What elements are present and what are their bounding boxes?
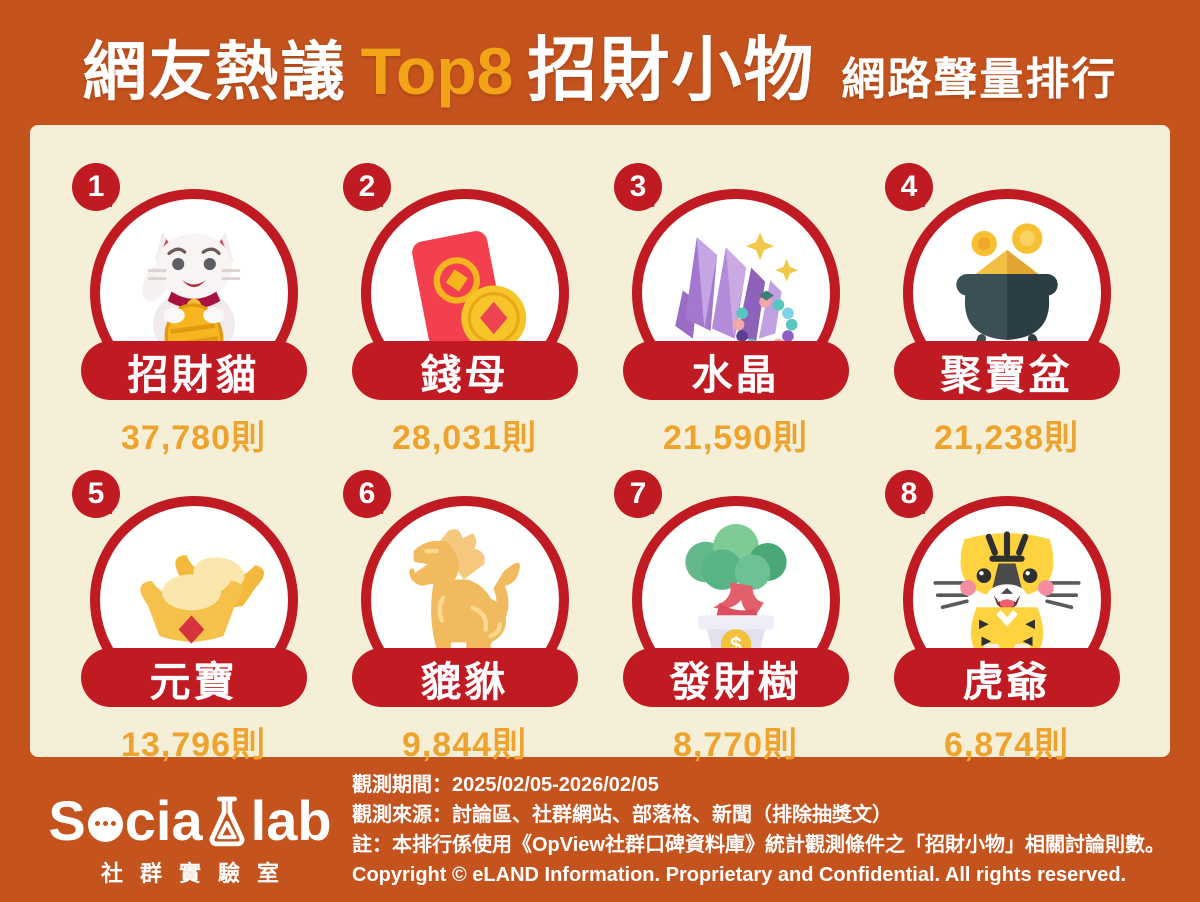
rank-badge: 7 — [614, 470, 662, 518]
rank-number: 2 — [358, 170, 376, 203]
item-label: 元寶 — [149, 658, 238, 705]
rank-item-7: 7 $ 發財樹 8,770則 — [600, 470, 871, 766]
rank-badge: 1 — [72, 163, 120, 211]
speech-bubble-icon — [87, 806, 123, 842]
item-label: 發財樹 — [669, 658, 802, 705]
item-label: 水晶 — [691, 351, 780, 398]
rank-number: 7 — [629, 477, 647, 510]
item-count: 28,031則 — [392, 419, 537, 457]
pixiu-icon — [408, 529, 520, 656]
rank-item-2: 2 錢母 28,031則 — [329, 163, 600, 459]
item-count: 21,238則 — [934, 419, 1079, 457]
title-part3: 招財小物 — [527, 31, 816, 109]
item-label-pill: 貔貅 — [351, 648, 578, 707]
item-count: 37,780則 — [121, 419, 266, 457]
logo-text-lab: lab — [250, 789, 332, 852]
item-label: 聚寶盆 — [940, 351, 1073, 398]
item-label-pill: 元寶 — [80, 648, 307, 707]
rank-badge: 8 — [885, 470, 933, 518]
page-title: 網友熱議 Top8 招財小物 網路聲量排行 — [0, 14, 1200, 114]
title-top8: Top8 — [360, 34, 514, 108]
rank-number: 6 — [358, 477, 376, 510]
rank-item-1: 1 — [58, 163, 329, 459]
item-count: 13,796則 — [121, 726, 266, 764]
item-label-pill: 招財貓 — [80, 341, 307, 400]
crystal-bracelet-icon — [674, 232, 798, 354]
item-label: 招財貓 — [127, 351, 260, 398]
logo-subtitle: 社群實驗室 — [100, 861, 296, 886]
logo-text-s: S — [48, 789, 86, 852]
item-label: 虎爺 — [962, 658, 1051, 705]
item-count: 9,844則 — [401, 726, 528, 764]
item-count: 8,770則 — [672, 726, 799, 764]
rank-number: 8 — [900, 477, 918, 510]
rank-number: 3 — [629, 170, 647, 203]
note-method: 註：本排行係使用《OpView社群口碑資料庫》統計觀測條件之「招財小物」相關討論… — [352, 834, 1165, 856]
note-period: 觀測期間：2025/02/05-2026/02/05 — [352, 774, 659, 796]
item-label-pill: 聚寶盆 — [893, 341, 1120, 400]
footer-notes: 觀測期間：2025/02/05-2026/02/05 觀測來源：討論區、社群網站… — [352, 770, 1192, 890]
item-label: 錢母 — [420, 351, 509, 398]
tiger-icon — [932, 531, 1081, 654]
rank-badge: 5 — [72, 470, 120, 518]
logo-text-cia: cia — [124, 789, 203, 852]
title-part1: 網友熱議 — [82, 36, 347, 108]
flask-icon — [209, 796, 245, 847]
note-sources: 觀測來源：討論區、社群網站、部落格、新聞（排除抽獎文） — [352, 804, 892, 826]
item-count: 21,590則 — [663, 419, 808, 457]
rank-badge: 6 — [343, 470, 391, 518]
rank-item-4: 4 聚寶盆 21,238則 — [871, 163, 1142, 459]
item-label-pill: 發財樹 — [622, 648, 849, 707]
rank-item-8: 8 — [871, 470, 1142, 766]
rank-badge: 4 — [885, 163, 933, 211]
ranking-row-1: 1 — [30, 125, 1170, 459]
treasure-pot-icon — [955, 223, 1058, 355]
ranking-row-2: 5 元寶 13,796則 6 — [30, 470, 1170, 766]
ranking-panel: 1 — [30, 125, 1170, 764]
item-count: 6,874則 — [943, 726, 1070, 764]
rank-item-6: 6 — [329, 470, 600, 766]
item-label-pill: 錢母 — [351, 341, 578, 400]
item-label: 貔貅 — [420, 658, 509, 705]
rank-item-3: 3 — [600, 163, 871, 459]
title-subtitle: 網路聲量排行 — [841, 55, 1118, 104]
rank-number: 4 — [900, 170, 918, 203]
item-label-pill: 虎爺 — [893, 648, 1120, 707]
rank-badge: 3 — [614, 163, 662, 211]
rank-badge: 2 — [343, 163, 391, 211]
item-label-pill: 水晶 — [622, 341, 849, 400]
gold-ingot-icon — [139, 555, 264, 644]
note-copyright: Copyright © eLAND Information. Proprieta… — [352, 864, 1127, 886]
red-envelope-coin-icon — [411, 231, 526, 351]
rank-item-5: 5 元寶 13,796則 — [58, 470, 329, 766]
rank-number: 1 — [87, 170, 105, 203]
rank-number: 5 — [87, 477, 105, 510]
